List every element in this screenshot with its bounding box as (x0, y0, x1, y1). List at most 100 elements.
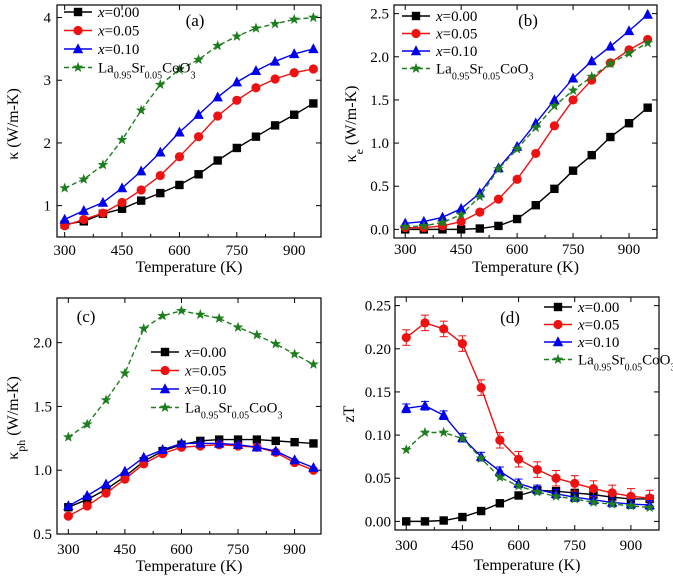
data-point-3 (513, 480, 524, 491)
data-point-3 (567, 84, 579, 95)
data-point-1 (420, 318, 430, 328)
data-point-2 (213, 437, 225, 448)
data-point-2 (212, 91, 223, 102)
data-point-1 (174, 152, 185, 162)
data-point-2 (157, 444, 168, 455)
legend-marker-0 (553, 302, 563, 312)
data-point-2 (270, 445, 281, 456)
data-point-0 (606, 132, 615, 142)
legend-marker-1 (553, 319, 563, 330)
data-point-3 (475, 452, 487, 463)
data-point-2 (642, 8, 653, 19)
y-tick-label: 2 (44, 136, 52, 152)
data-point-3 (308, 11, 319, 23)
y-tick-label: 0.15 (365, 385, 391, 401)
data-point-3 (569, 493, 581, 504)
legend-marker-1 (73, 25, 83, 36)
data-point-1 (456, 217, 466, 227)
legend-marker-0 (411, 11, 421, 21)
plot-frame (56, 4, 322, 238)
data-point-2 (269, 55, 281, 66)
data-point-2 (549, 94, 560, 105)
legend-marker-3 (159, 401, 171, 413)
panel-label: (c) (77, 307, 96, 326)
data-point-3 (154, 79, 166, 90)
data-point-3 (494, 471, 506, 482)
data-point-0 (271, 436, 280, 446)
legend-label-2: x=0.10 (577, 335, 619, 351)
data-point-2 (116, 182, 128, 193)
data-point-1 (512, 174, 522, 184)
data-point-2 (438, 409, 449, 420)
y-tick-label: 0.10 (365, 428, 391, 444)
data-point-1 (439, 324, 449, 334)
legend-label-3: La0.95Sr0.05CoO3 (436, 62, 534, 83)
data-point-0 (512, 214, 522, 224)
x-tick-label: 750 (226, 243, 249, 259)
x-tick-label: 900 (618, 242, 641, 258)
data-point-3 (605, 58, 616, 69)
y-tick-label: 1.5 (33, 399, 52, 415)
x-tick-label: 750 (563, 538, 586, 554)
y-tick-label: 0.5 (33, 527, 52, 543)
data-point-1 (136, 185, 146, 195)
data-point-3 (474, 190, 486, 202)
legend-marker-0 (73, 7, 83, 17)
data-point-1 (213, 111, 223, 121)
data-point-3 (606, 498, 618, 509)
legend-label-1: x=0.05 (97, 24, 139, 40)
data-point-3 (493, 163, 504, 174)
data-point-1 (63, 511, 73, 521)
y-tick-label: 2.0 (33, 336, 52, 352)
data-point-1 (493, 194, 504, 204)
legend-label-2: x=0.10 (435, 44, 477, 60)
data-point-1 (289, 68, 299, 78)
data-point-3 (438, 426, 450, 438)
data-point-2 (250, 65, 262, 76)
y-tick-label: 0.05 (365, 471, 391, 487)
x-tick-label: 900 (620, 538, 643, 554)
data-point-2 (174, 126, 185, 137)
data-point-2 (78, 204, 89, 215)
panel-label: (b) (518, 11, 538, 30)
data-point-3 (135, 104, 147, 115)
data-point-3 (642, 37, 653, 48)
data-point-3 (59, 182, 70, 193)
data-point-2 (289, 454, 300, 465)
legend-marker-3 (72, 61, 84, 73)
data-point-3 (81, 418, 93, 429)
data-point-1 (626, 491, 636, 501)
data-point-2 (135, 165, 147, 176)
panel-a: 300 450 600 750 900 1 2 3 4 x=0.00 x=0.05 x=0.10 La0… (5, 4, 322, 276)
y-tick-label: 0.5 (370, 179, 389, 195)
data-point-0 (495, 499, 505, 508)
data-point-3 (138, 323, 150, 334)
data-point-3 (511, 143, 523, 154)
y-axis-label: zT (341, 405, 358, 422)
legend-label-2: x=0.10 (184, 382, 226, 398)
data-point-0 (290, 437, 299, 447)
data-point-3 (232, 321, 244, 332)
data-point-0 (117, 204, 127, 213)
data-point-2 (567, 72, 579, 83)
data-point-2 (155, 146, 166, 157)
legend-label-2: x=0.10 (97, 42, 139, 58)
data-point-2 (586, 55, 597, 66)
data-point-0 (456, 225, 466, 234)
legend-marker-2 (410, 45, 422, 56)
data-point-0 (568, 166, 578, 175)
data-point-3 (116, 134, 128, 145)
plot-frame (394, 296, 660, 531)
data-point-2 (308, 461, 319, 472)
data-point-3 (231, 30, 243, 41)
data-point-3 (418, 220, 430, 231)
data-point-1 (568, 95, 578, 105)
data-point-2 (176, 437, 187, 448)
data-point-3 (289, 348, 300, 359)
data-point-0 (213, 156, 222, 165)
data-point-2 (419, 400, 431, 410)
y-tick-label: 2.5 (370, 7, 389, 23)
data-point-0 (175, 180, 184, 190)
data-point-0 (550, 184, 559, 194)
data-point-3 (399, 221, 411, 232)
